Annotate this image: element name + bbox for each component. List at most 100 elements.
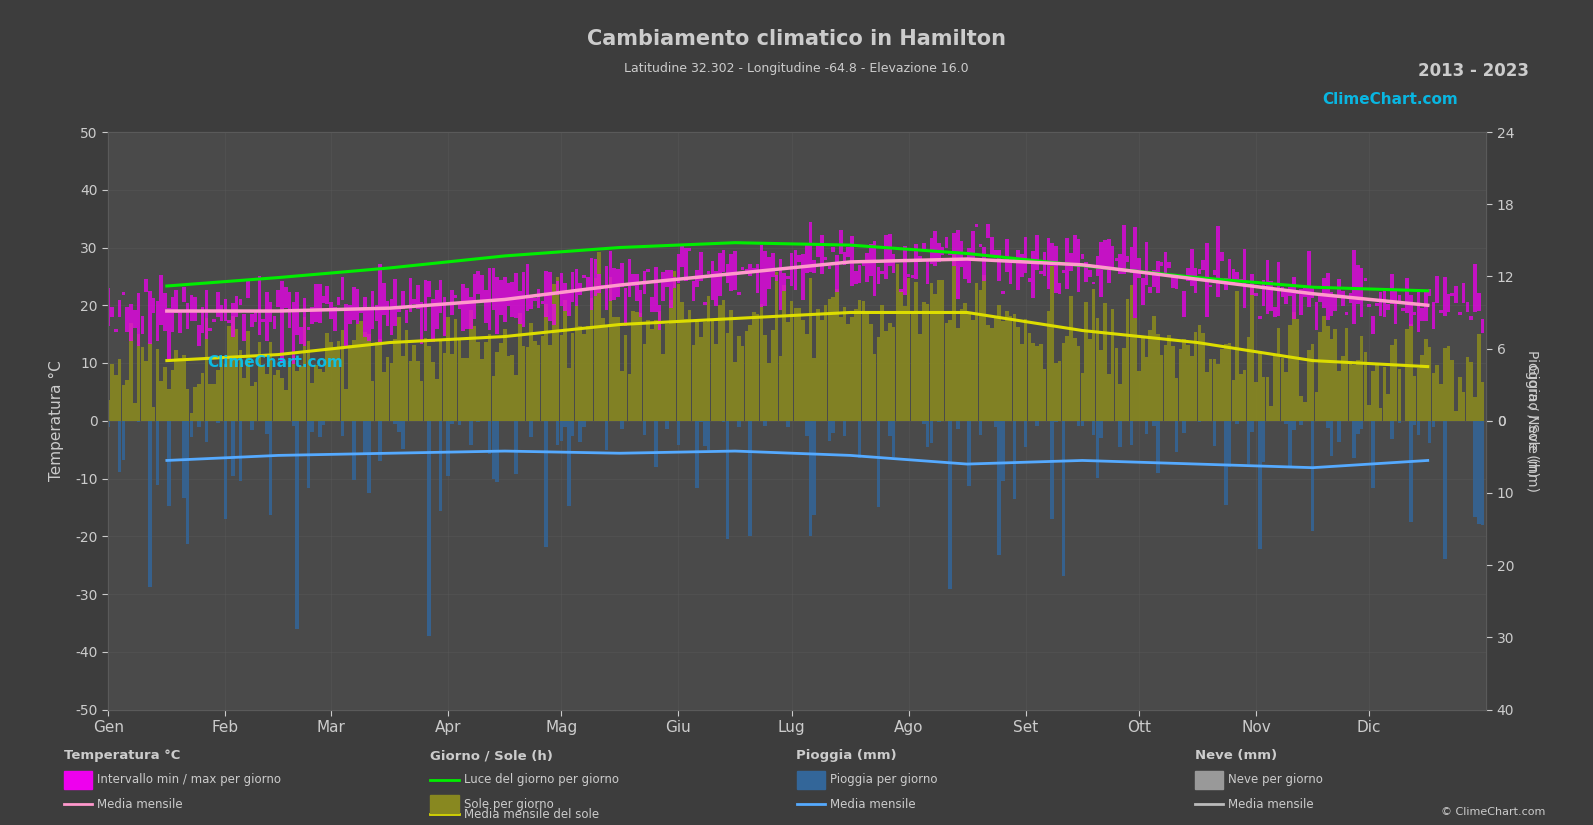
Bar <box>666 421 669 429</box>
Bar <box>895 264 898 421</box>
Bar <box>1281 286 1284 298</box>
Bar <box>1372 316 1375 334</box>
Text: Sole per giorno: Sole per giorno <box>464 798 553 811</box>
Bar <box>699 252 703 280</box>
Bar <box>1133 318 1137 421</box>
Bar <box>515 375 518 421</box>
Bar <box>1149 330 1152 421</box>
Bar <box>1168 262 1171 268</box>
Bar <box>688 248 691 251</box>
Bar <box>975 283 978 421</box>
Bar <box>612 268 616 300</box>
Bar <box>722 300 725 421</box>
Bar <box>828 421 832 441</box>
Bar <box>126 307 129 332</box>
Bar <box>156 350 159 421</box>
Bar <box>1386 394 1391 421</box>
Bar <box>374 342 378 421</box>
Bar <box>319 285 322 323</box>
Bar <box>843 252 846 266</box>
Bar <box>997 305 1000 421</box>
Bar <box>1367 405 1372 421</box>
Bar <box>714 343 718 421</box>
Bar <box>1375 303 1378 306</box>
Bar <box>1443 276 1446 316</box>
Bar <box>545 304 548 421</box>
Bar <box>129 304 132 342</box>
Bar <box>1435 365 1438 421</box>
Bar <box>655 421 658 468</box>
Bar <box>1372 370 1375 421</box>
Bar <box>1157 421 1160 473</box>
Bar <box>288 292 292 328</box>
Bar <box>876 266 881 284</box>
Bar <box>390 363 393 421</box>
Bar <box>930 421 933 442</box>
Bar <box>1270 406 1273 421</box>
Bar <box>691 281 695 301</box>
Bar <box>258 342 261 421</box>
Bar <box>862 301 865 421</box>
Bar <box>220 356 223 421</box>
Bar <box>851 317 854 421</box>
Bar <box>1024 237 1027 273</box>
Bar <box>1231 269 1235 285</box>
Bar <box>492 421 495 479</box>
Bar <box>1141 277 1144 305</box>
Bar <box>223 364 228 421</box>
Bar <box>620 263 623 287</box>
Bar <box>487 268 491 330</box>
Bar <box>857 265 862 283</box>
Bar <box>1284 372 1289 421</box>
Bar <box>518 291 521 323</box>
Bar <box>349 346 352 421</box>
Bar <box>186 389 190 421</box>
Bar <box>443 297 446 336</box>
Bar <box>677 421 680 445</box>
Bar <box>1133 228 1137 318</box>
Bar <box>978 421 983 436</box>
Bar <box>393 340 397 421</box>
Bar <box>881 271 884 274</box>
Bar <box>231 421 234 477</box>
Bar <box>1193 267 1198 294</box>
Bar <box>903 246 906 295</box>
Bar <box>1137 370 1141 421</box>
Bar <box>336 341 341 421</box>
Bar <box>631 311 636 421</box>
Bar <box>624 289 628 326</box>
Bar <box>1080 421 1085 426</box>
Bar <box>696 318 699 421</box>
Bar <box>895 247 898 250</box>
Bar <box>1099 421 1102 438</box>
Bar <box>438 421 443 512</box>
Bar <box>247 331 250 421</box>
Bar <box>763 251 766 306</box>
Bar <box>1325 421 1330 427</box>
Bar <box>559 335 564 421</box>
Bar <box>798 255 801 262</box>
Bar <box>1247 337 1251 421</box>
Bar <box>457 340 462 421</box>
Bar <box>581 421 586 427</box>
Bar <box>1413 421 1416 425</box>
Bar <box>567 421 570 506</box>
Bar <box>722 250 725 271</box>
Bar <box>1474 264 1477 313</box>
Bar <box>688 309 691 421</box>
Bar <box>989 237 994 257</box>
Bar <box>624 335 628 421</box>
Bar <box>1187 268 1190 281</box>
Bar <box>107 421 110 427</box>
Bar <box>476 421 479 422</box>
Bar <box>468 297 473 328</box>
Bar <box>446 421 449 477</box>
Bar <box>586 277 589 289</box>
Bar <box>382 372 386 421</box>
Bar <box>763 335 766 421</box>
Bar <box>564 421 567 427</box>
Bar <box>1397 369 1402 421</box>
Bar <box>922 243 926 250</box>
Bar <box>1383 367 1386 421</box>
Bar <box>738 421 741 427</box>
